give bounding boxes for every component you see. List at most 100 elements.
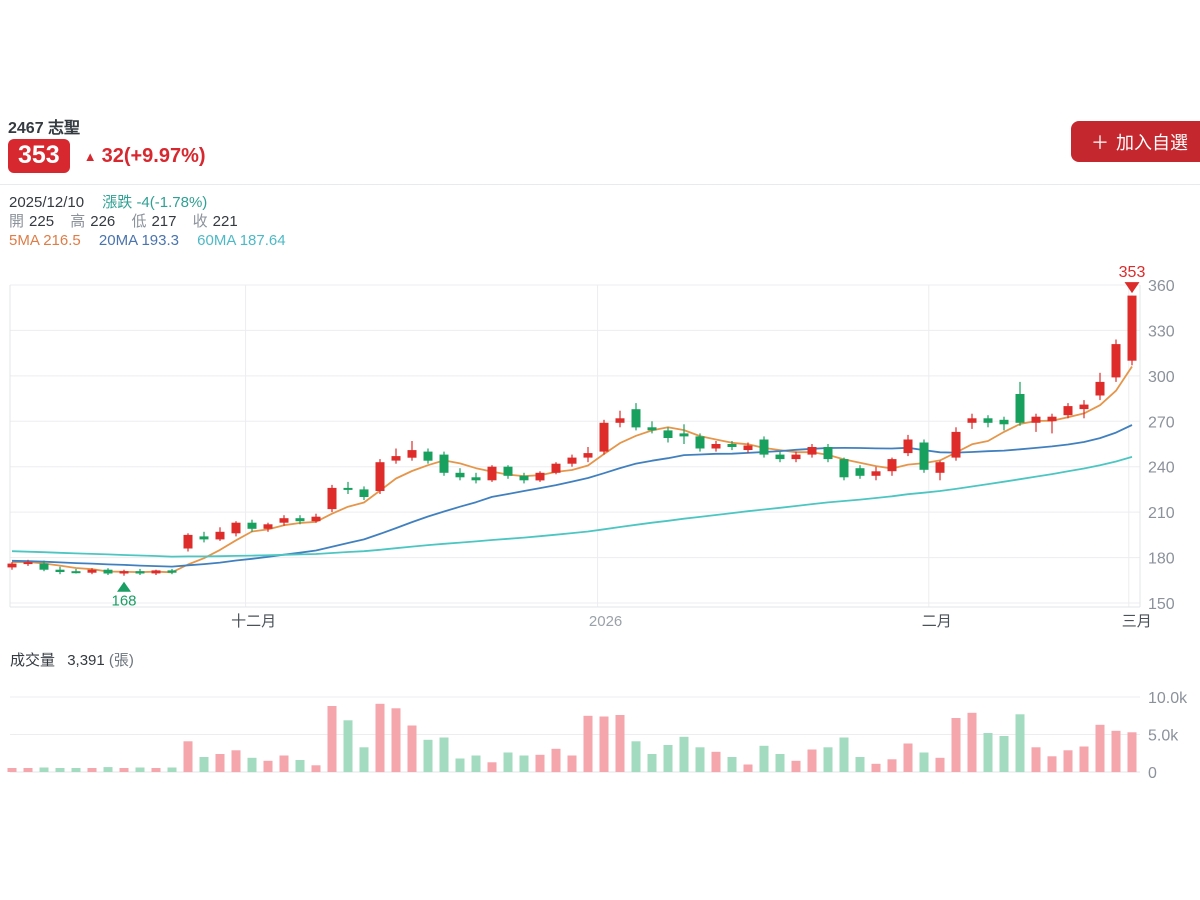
volume-bar [119,768,129,772]
candle-body [439,454,449,473]
candle-body [615,418,625,423]
candle-body [647,427,657,431]
volume-bar [39,767,49,772]
volume-bar [583,715,593,773]
candle-body [807,447,817,455]
candle-body [151,570,161,574]
volume-unit: (張) [108,652,134,669]
candle-body [39,563,49,570]
volume-bar [871,763,881,773]
candle-body [583,453,593,458]
volume-bar [935,757,945,773]
candle-body [183,534,193,549]
candle-body [343,487,353,490]
candle-body [1079,404,1089,410]
add-watchlist-button[interactable]: ＋ 加入自選 [1071,121,1200,162]
volume-bar [551,748,561,773]
volume-bar [71,768,81,772]
candle-body [455,472,465,478]
candle-body [279,518,289,523]
candle-body [599,422,609,452]
candle-body [503,466,513,476]
ohlc-open: 開 225 [9,213,55,230]
info-panel: 2025/12/10 漲跌 -4(-1.78%) 開 225 高 226 低 217 … [9,193,300,250]
volume-chart[interactable]: 0 5.0k 10.0k [0,686,1200,790]
volume-bar [1047,756,1057,773]
candle-body [1111,344,1121,378]
info-ma-row: 5MA 216.5 20MA 193.3 60MA 187.64 [9,231,300,250]
candle-body [247,522,257,529]
volume-bar [439,737,449,772]
volume-bar [199,757,209,772]
candle-body [951,431,961,458]
candle-body [967,418,977,423]
volume-value: 3,391 [67,652,105,669]
candle-body [535,472,545,481]
price-tick-label: 360 [1148,278,1175,295]
candle-body [727,444,737,447]
daily-change: 漲跌 -4(-1.78%) [102,194,208,211]
volume-bar [167,767,177,772]
candle-body [935,462,945,473]
candle-body [487,466,497,481]
volume-bar [359,747,369,773]
volume-bar [887,759,897,773]
volume-bar [823,747,833,773]
ma5-line [11,366,1133,574]
candle-body [663,430,673,438]
candle-body [135,571,145,574]
volume-bar [775,754,785,772]
candle-body [199,536,209,540]
volume-bar [903,743,913,772]
add-watchlist-label: 加入自選 [1116,132,1188,153]
up-arrow-icon: ▲ [83,148,97,164]
ma60-legend: 60MA 187.64 [197,232,286,249]
price-tick-label: 180 [1148,551,1175,568]
volume-bar [151,768,161,772]
price-chart[interactable]: 150 180 210 240 270 300 330 360 十二月 2026 二月 三月 168 35… [0,260,1200,640]
volume-bar [247,757,257,773]
volume-bar [327,706,337,772]
candle-body [407,450,417,458]
volume-header: 成交量 3,391 (張) [10,649,134,670]
volume-bar [983,733,993,772]
volume-bar [615,715,625,772]
candle-body [1031,416,1041,423]
candle-body [167,570,177,573]
volume-bar [567,755,577,772]
volume-bar [839,737,849,772]
price-tick-label: 150 [1148,596,1175,613]
stock-title: 2467 志聖 [8,120,81,137]
candle-body [1127,295,1137,361]
volume-bar [311,765,321,773]
volume-bar [503,752,513,772]
x-axis-label: 十二月 [231,613,276,630]
price-badge: 353 [8,139,70,173]
candle-body [999,419,1009,425]
volume-label: 成交量 [10,652,56,669]
volume-bar [855,757,865,772]
x-axis-label: 三月 [1122,613,1152,630]
high-price-label: 353 [1119,264,1146,281]
candle-body [679,433,689,437]
volume-bar [919,752,929,772]
ohlc-high: 高 226 [70,213,116,230]
volume-tick-label: 5.0k [1148,728,1179,745]
ma60-line [11,456,1133,558]
volume-bar [1015,714,1025,773]
volume-bar [535,754,545,773]
volume-bar [999,736,1009,772]
x-axis-label: 2026 [589,613,622,630]
volume-bar [1063,750,1073,773]
candle-body [855,468,865,476]
candle-body [23,562,33,565]
candle-body [423,451,433,461]
volume-bar [727,757,737,772]
volume-bar [183,741,193,773]
volume-bar [1111,730,1121,773]
candle-body [55,569,65,572]
candle-body [1015,394,1025,423]
candle-body [775,454,785,460]
volume-bar [519,755,529,772]
volume-bar [23,768,33,772]
